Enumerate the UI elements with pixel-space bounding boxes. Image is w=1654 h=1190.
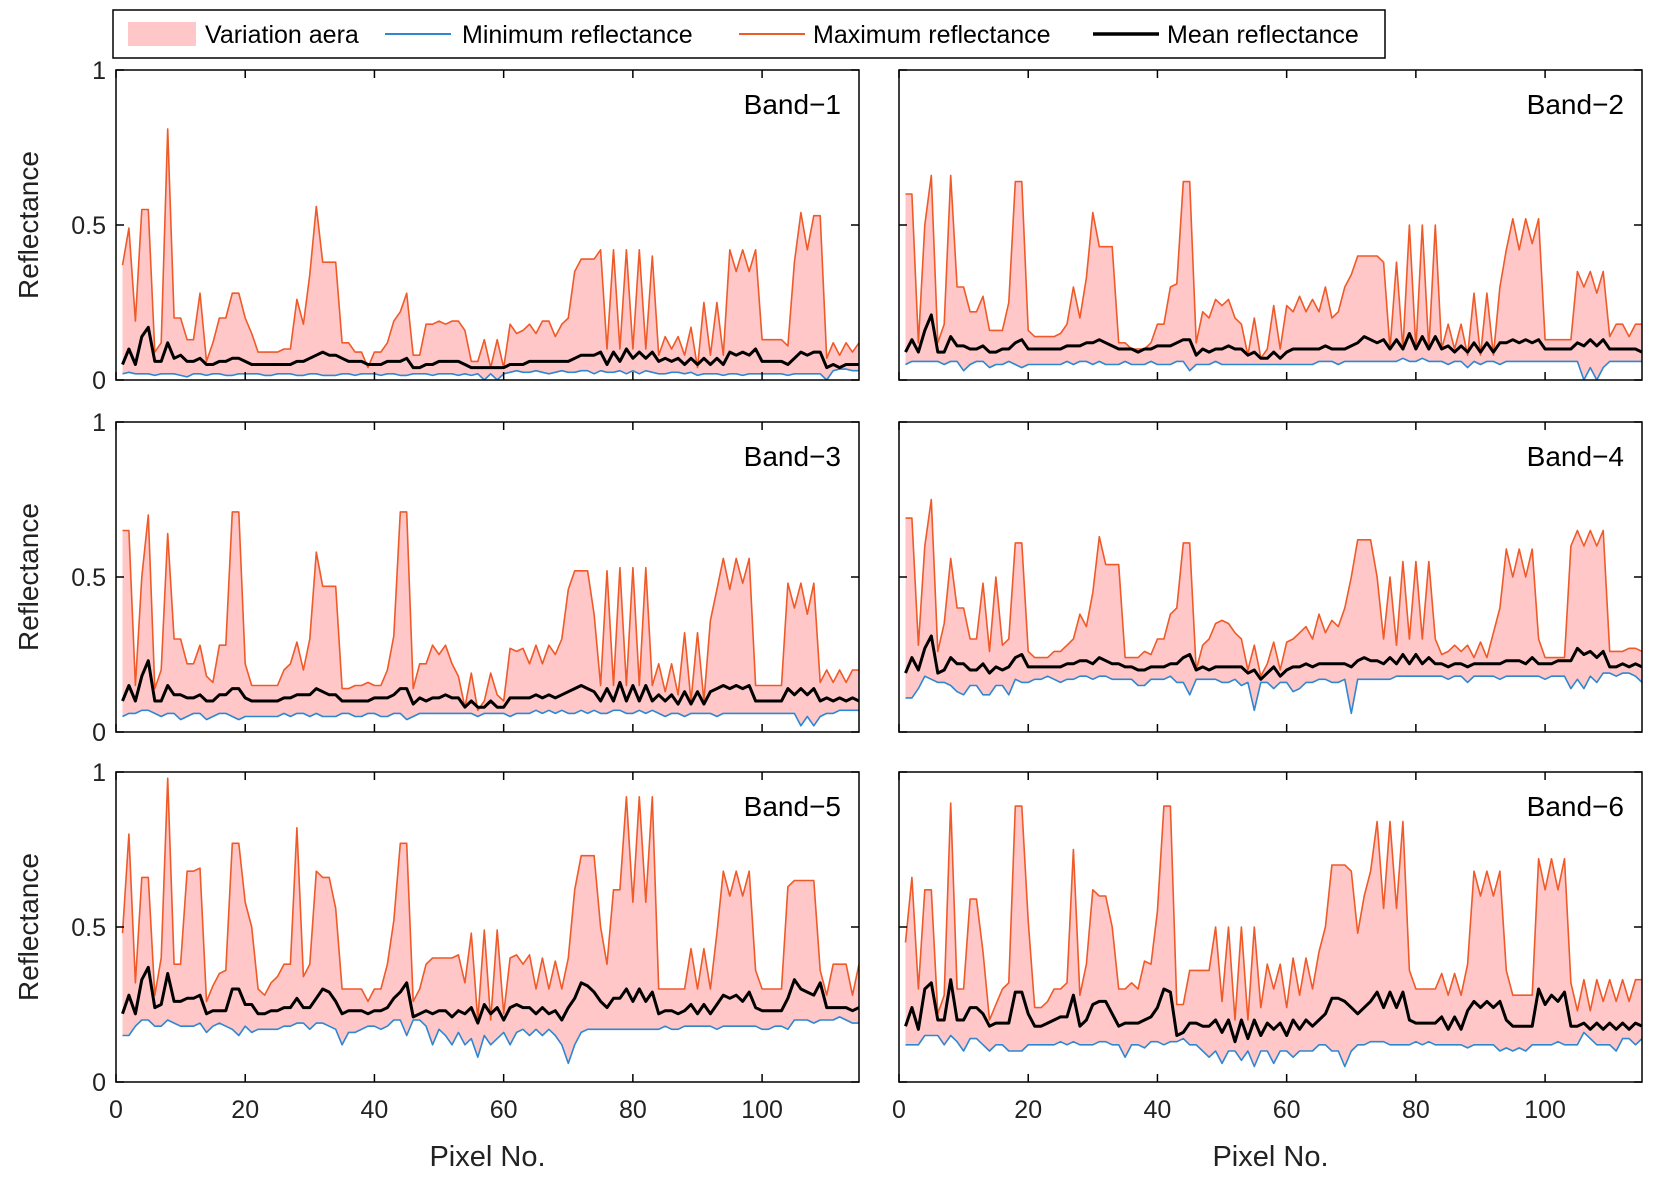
variation-area (905, 175, 1642, 380)
max-reflectance-line (905, 174, 1642, 360)
max-reflectance-line (122, 511, 859, 712)
panel-5: 0 0.5 1 0 20 40 60 80 100 Band−5 Reflectance Pixel … (13, 759, 860, 1173)
x-tick-label: 20 (1014, 1096, 1042, 1124)
panel-3: 0 0.5 1 Band−3 Reflectance (13, 409, 860, 747)
y-tick-label: 0.5 (71, 212, 106, 240)
min-reflectance-line (122, 1016, 859, 1065)
legend-label-area: Variation aera (205, 21, 359, 49)
variation-area (905, 499, 1642, 714)
max-reflectance-line (904, 802, 1642, 1021)
x-tick-label: 60 (1273, 1096, 1301, 1124)
x-tick-label: 20 (231, 1096, 259, 1124)
x-tick-label: 80 (1402, 1096, 1430, 1124)
mean-reflectance-line (121, 325, 859, 370)
y-tick-label: 1 (92, 57, 106, 85)
mean-reflectance-line (904, 978, 1642, 1044)
legend-label-max: Maximum reflectance (813, 21, 1051, 49)
plot-area (121, 777, 859, 1065)
panel-title: Band−2 (1527, 89, 1624, 120)
min-reflectance-line (122, 709, 859, 727)
panel-title: Band−4 (1527, 441, 1624, 472)
y-axis-label: Reflectance (13, 151, 44, 299)
x-tick-label: 0 (109, 1096, 123, 1124)
x-axis-label: Pixel No. (429, 1141, 545, 1173)
y-tick-label: 0 (92, 719, 106, 747)
y-tick-label: 0 (92, 1069, 106, 1097)
variation-area (905, 803, 1642, 1067)
x-axis-label: Pixel No. (1212, 1141, 1328, 1173)
x-tick-label: 100 (1524, 1096, 1566, 1124)
mean-reflectance-line (904, 634, 1642, 681)
variation-area (122, 511, 859, 726)
y-tick-label: 0 (92, 367, 106, 395)
legend-label-mean: Mean reflectance (1167, 21, 1359, 49)
plot-area (121, 511, 859, 727)
x-tick-label: 0 (892, 1096, 906, 1124)
x-tick-label: 80 (619, 1096, 647, 1124)
panel-2: Band−2 (898, 69, 1643, 381)
max-reflectance-line (905, 498, 1642, 678)
x-tick-label: 60 (490, 1096, 518, 1124)
x-tick-label: 40 (1144, 1096, 1172, 1124)
y-tick-label: 0.5 (71, 914, 106, 942)
panel-4: Band−4 (898, 421, 1643, 733)
panel-title: Band−1 (744, 89, 841, 120)
mean-reflectance-line (121, 965, 859, 1025)
y-tick-label: 1 (92, 759, 106, 787)
min-reflectance-line (905, 1031, 1642, 1068)
plot-area (904, 802, 1642, 1068)
plot-area (904, 174, 1642, 380)
y-axis-label: Reflectance (13, 503, 44, 651)
mean-reflectance-line (904, 313, 1642, 360)
min-reflectance-line (905, 357, 1642, 380)
y-tick-label: 1 (92, 409, 106, 437)
panel-title: Band−5 (744, 791, 841, 822)
plot-area (904, 498, 1642, 715)
x-tick-label: 100 (741, 1096, 783, 1124)
y-tick-label: 0.5 (71, 564, 106, 592)
min-reflectance-line (905, 672, 1642, 715)
plot-area (121, 128, 859, 380)
variation-area (122, 128, 859, 380)
legend-label-min: Minimum reflectance (462, 21, 693, 49)
x-tick-label: 40 (361, 1096, 389, 1124)
panel-6: 0 20 40 60 80 100 Band−6 Pixel No. (892, 771, 1643, 1173)
panel-1: 0 0.5 1 Band−1 Reflectance (13, 57, 860, 395)
panel-title: Band−3 (744, 441, 841, 472)
mean-reflectance-line (121, 659, 859, 709)
legend-swatch-area (128, 22, 196, 46)
max-reflectance-line (121, 777, 859, 1021)
panels: 0 0.5 1 Band−1 Reflectance Band−2 0 0.5 1 Band−3 R… (13, 57, 1643, 1173)
y-axis-label: Reflectance (13, 853, 44, 1001)
legend: Variation aera Minimum reflectance Maxim… (112, 9, 1386, 59)
variation-area (122, 778, 859, 1064)
panel-title: Band−6 (1527, 791, 1624, 822)
